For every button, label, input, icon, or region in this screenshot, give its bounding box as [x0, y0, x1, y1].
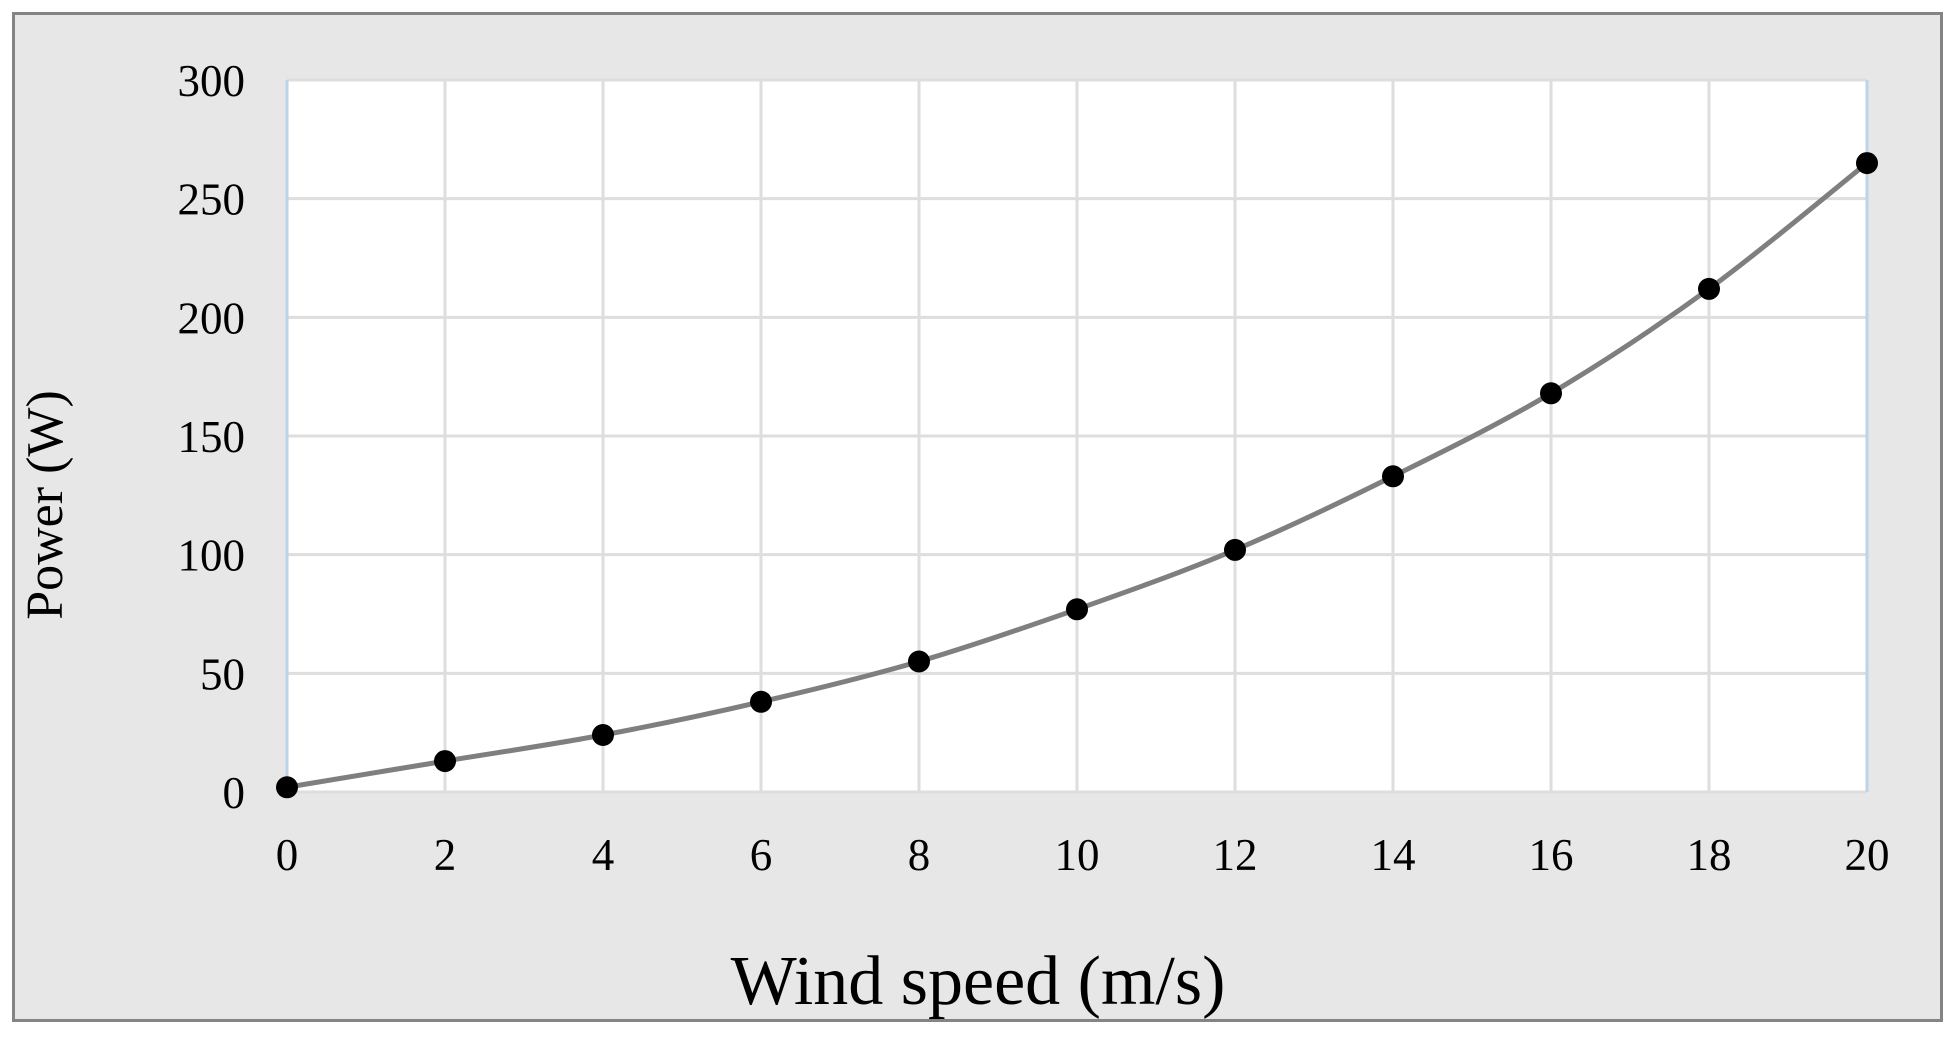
- data-point-marker: [1224, 538, 1246, 561]
- x-tick-label: 10: [1055, 830, 1100, 880]
- x-tick-label: 14: [1371, 830, 1416, 880]
- plot-edge-lines: [285, 80, 1869, 792]
- y-tick-label: 150: [178, 412, 246, 462]
- x-tick-label: 6: [750, 830, 773, 880]
- y-tick-label: 0: [223, 768, 246, 818]
- y-tick-label: 300: [178, 56, 246, 106]
- y-tick-label: 100: [178, 531, 246, 581]
- y-axis-title: Power (W): [17, 390, 74, 620]
- x-axis-tick-labels: 0 2 4 6 8 10 12 14 16 18 20: [276, 830, 1890, 880]
- data-point-marker: [750, 690, 772, 713]
- x-tick-label: 18: [1687, 830, 1732, 880]
- x-tick-label: 0: [276, 830, 299, 880]
- gridlines: [287, 78, 1867, 794]
- x-tick-label: 20: [1845, 830, 1890, 880]
- data-point-marker: [276, 776, 298, 799]
- data-point-marker: [1856, 152, 1878, 175]
- x-tick-label: 16: [1529, 830, 1574, 880]
- x-tick-label: 4: [592, 830, 615, 880]
- data-point-marker: [434, 750, 456, 773]
- power-curve-series: [276, 152, 1878, 799]
- data-point-marker: [592, 724, 614, 746]
- x-tick-label: 8: [908, 830, 931, 880]
- data-point-marker: [1382, 465, 1404, 488]
- data-point-marker: [1066, 598, 1088, 621]
- data-point-marker: [908, 650, 930, 673]
- data-point-marker: [1540, 382, 1562, 405]
- y-tick-label: 200: [178, 293, 246, 343]
- x-tick-label: 12: [1213, 830, 1258, 880]
- power-curve-line: [286, 161, 1869, 790]
- x-tick-label: 2: [434, 830, 457, 880]
- y-axis-tick-labels: 0 50 100 150 200 250 300: [178, 56, 246, 818]
- data-point-marker: [1698, 277, 1720, 300]
- x-axis-title: Wind speed (m/s): [731, 943, 1226, 1020]
- y-tick-label: 50: [200, 649, 245, 699]
- y-tick-label: 250: [178, 175, 246, 225]
